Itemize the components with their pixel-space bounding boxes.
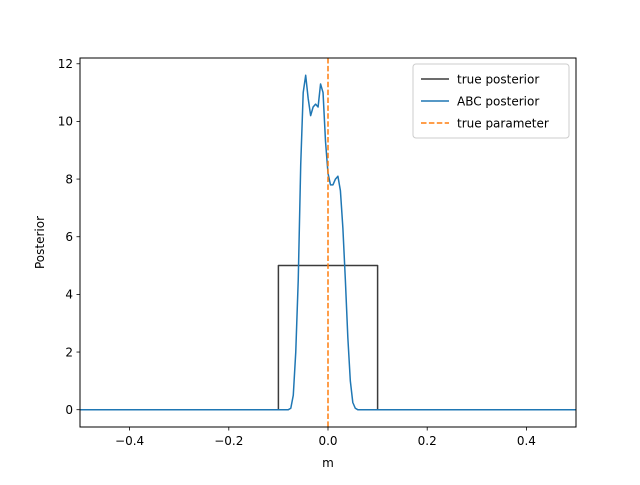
y-tick-label: 8 (65, 172, 73, 186)
legend-frame (412, 63, 570, 139)
y-tick-label: 2 (65, 345, 73, 359)
legend-label: ABC posterior (457, 94, 539, 108)
legend: true posterior ABC posterior true paramete… (412, 63, 570, 139)
legend-label: true posterior (457, 72, 539, 86)
axes-frame (79, 57, 577, 428)
x-tick-label: −0.4 (115, 434, 144, 448)
x-tick-label: −0.2 (214, 434, 243, 448)
y-tick-label: 10 (58, 115, 73, 129)
y-tick-label: 4 (65, 288, 73, 302)
x-tick-label: 0.2 (418, 434, 437, 448)
plot-area (80, 58, 576, 427)
series-line-abc-posterior (80, 74, 576, 411)
y-tick-label: 12 (58, 57, 73, 71)
y-tick-label: 0 (65, 403, 73, 417)
x-tick-label: 0.0 (318, 434, 337, 448)
y-tick-label: 6 (65, 230, 73, 244)
y-axis-label: Posterior (33, 216, 47, 269)
x-tick-label: 0.4 (517, 434, 536, 448)
x-axis-label: m (322, 456, 334, 470)
axis-ticks: −0.4 −0.2 0.0 0.2 0.4 0 2 4 6 8 10 12 (58, 57, 536, 448)
legend-label: true parameter (457, 116, 549, 130)
